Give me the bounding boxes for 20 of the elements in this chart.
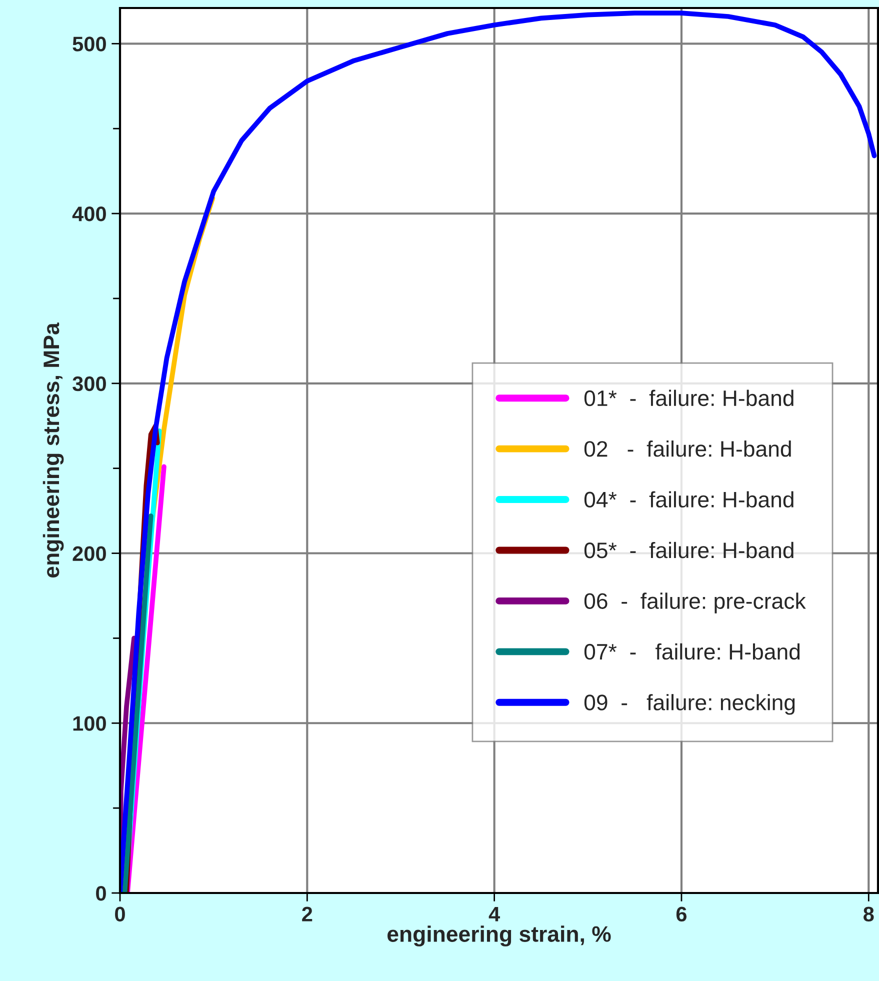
x-axis-title: engineering strain, %	[388, 926, 611, 946]
y-tick-label: 200	[72, 546, 106, 562]
x-tick-label: 8	[864, 906, 874, 922]
legend-label: 04* - failure: H-band	[584, 491, 794, 508]
x-tick-label: 4	[488, 906, 500, 922]
legend-label: 02 - failure: H-band	[584, 440, 791, 457]
legend-label: 06 - failure: pre-crack	[584, 592, 806, 614]
x-tick-label: 6	[676, 906, 687, 922]
y-tick-label: 400	[72, 206, 106, 222]
x-tick-label: 0	[115, 906, 125, 922]
y-axis-title: engineering stress, MPa	[42, 322, 64, 578]
x-tick-label: 2	[302, 906, 312, 922]
y-tick-label: 100	[73, 716, 106, 731]
y-tick-label: 0	[96, 886, 106, 901]
legend-label: 01* - failure: H-band	[584, 390, 794, 406]
legend-label: 07* - failure: H-band	[584, 643, 800, 660]
legend-label: 05* - failure: H-band	[584, 542, 794, 558]
y-tick-label: 500	[72, 36, 106, 52]
y-tick-label: 300	[72, 376, 106, 392]
legend-label: 09 - failure: necking	[584, 694, 795, 715]
